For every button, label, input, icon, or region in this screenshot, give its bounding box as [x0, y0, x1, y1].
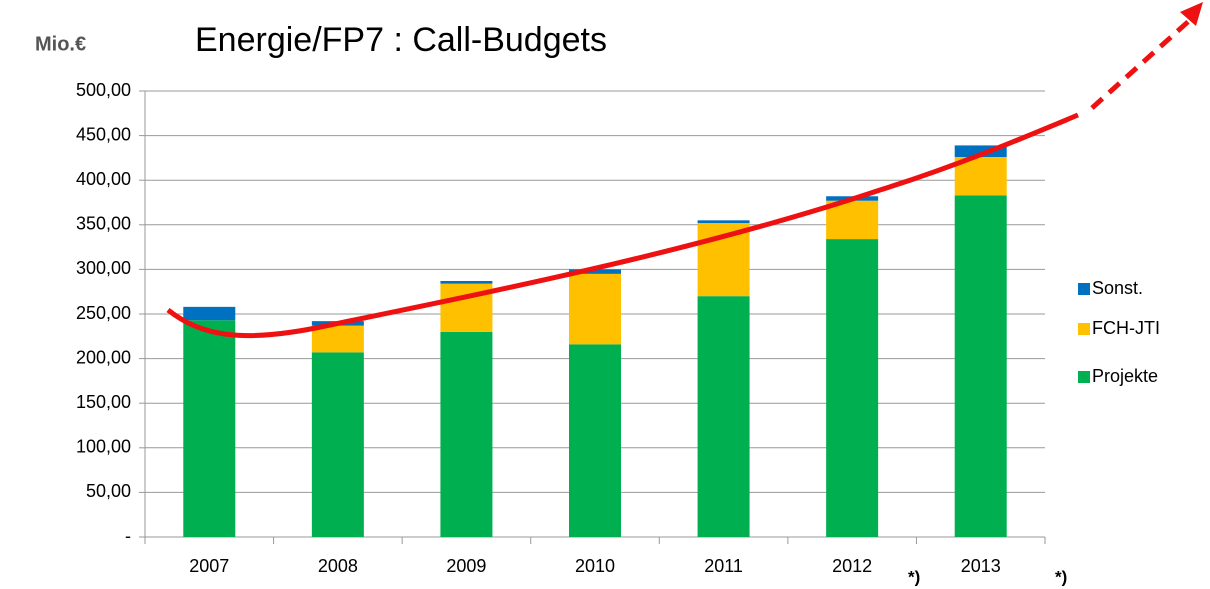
legend-swatch: [1078, 283, 1090, 295]
bar-segment: [440, 280, 493, 284]
bar-segment: [697, 220, 750, 224]
y-tick-label: 50,00: [86, 481, 131, 501]
y-tick-label: 150,00: [76, 392, 131, 412]
y-tick-label: 200,00: [76, 347, 131, 367]
x-tick-label: 2011: [704, 556, 743, 576]
legend-swatch: [1078, 323, 1090, 335]
trend-arrow: [1090, 18, 1192, 110]
legend-label: FCH-JTI: [1092, 318, 1160, 338]
x-tick-label: 2007: [189, 556, 229, 576]
legend-label: Sonst.: [1092, 278, 1143, 298]
bar-segment: [697, 296, 750, 537]
x-tick-label: 2010: [575, 556, 615, 576]
bar-segment: [569, 344, 621, 537]
chart-title: Energie/FP7 : Call-Budgets: [195, 21, 607, 59]
x-tick-label: 2013: [961, 556, 1001, 576]
x-tick-label: 2009: [446, 556, 486, 576]
bar-segment: [183, 320, 236, 537]
y-tick-label: 300,00: [76, 258, 131, 278]
y-axis-unit: Mio.€: [35, 33, 86, 55]
y-tick-label: 400,00: [76, 169, 131, 189]
legend-label: Projekte: [1092, 366, 1158, 386]
bar-segment: [311, 352, 364, 537]
plot-area: - 50,00 100,00 150,00 200,00 250,00 300,00 350,…: [76, 80, 1046, 576]
y-tick-label: 350,00: [76, 214, 131, 234]
annotation: *): [908, 567, 920, 586]
y-tick-label: 450,00: [76, 124, 131, 144]
bar-segment: [440, 331, 493, 537]
legend-swatch: [1078, 371, 1090, 383]
bar-segment: [569, 269, 621, 274]
x-tick-label: 2008: [318, 556, 358, 576]
bar-segment: [954, 195, 1007, 537]
y-tick-label: 100,00: [76, 437, 131, 457]
y-tick-label: 250,00: [76, 303, 131, 323]
x-tick-label: 2012: [832, 556, 872, 576]
bar-segment: [569, 273, 621, 345]
bar-segment: [826, 239, 879, 537]
bar-segment: [183, 306, 236, 321]
bar-segment: [954, 145, 1007, 158]
bar-segment: [311, 325, 364, 353]
arrow-head: [1180, 2, 1203, 26]
annotation: *): [1055, 567, 1067, 586]
y-tick-label: 500,00: [76, 80, 131, 100]
y-tick-label: -: [125, 526, 131, 546]
trend-line: [166, 112, 1079, 339]
